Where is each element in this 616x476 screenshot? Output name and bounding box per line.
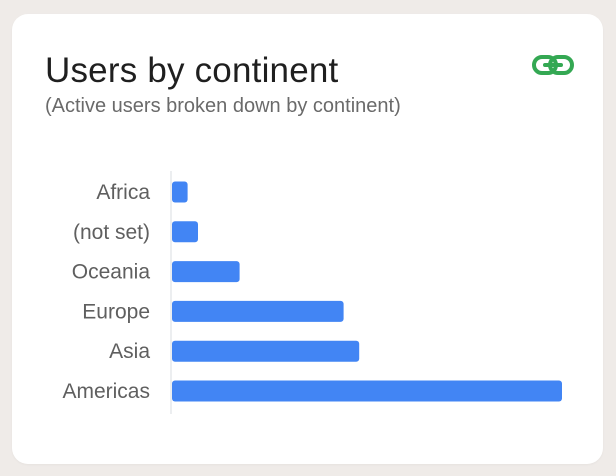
bar-americas[interactable] (172, 380, 562, 402)
link-button[interactable] (528, 50, 578, 80)
category-label: (not set) (73, 221, 150, 244)
bar-europe[interactable] (172, 300, 344, 322)
card-title: Users by continent (45, 51, 339, 90)
chart-card: Users by continent (Active users broken … (12, 14, 603, 464)
bar-asia[interactable] (172, 340, 360, 362)
card-subtitle: (Active users broken down by continent) (45, 95, 401, 117)
bar-chart: Africa (not set) Oceania Europe Asia Americas (62, 171, 562, 414)
category-label: Oceania (72, 261, 151, 284)
bar-not-set[interactable] (172, 221, 198, 243)
category-label: Africa (96, 181, 150, 204)
bar-africa[interactable] (172, 181, 188, 203)
category-label: Europe (82, 300, 150, 323)
bar-oceania[interactable] (172, 261, 240, 283)
category-label: Asia (109, 340, 150, 363)
category-label: Americas (62, 380, 150, 403)
link-icon (532, 55, 574, 75)
